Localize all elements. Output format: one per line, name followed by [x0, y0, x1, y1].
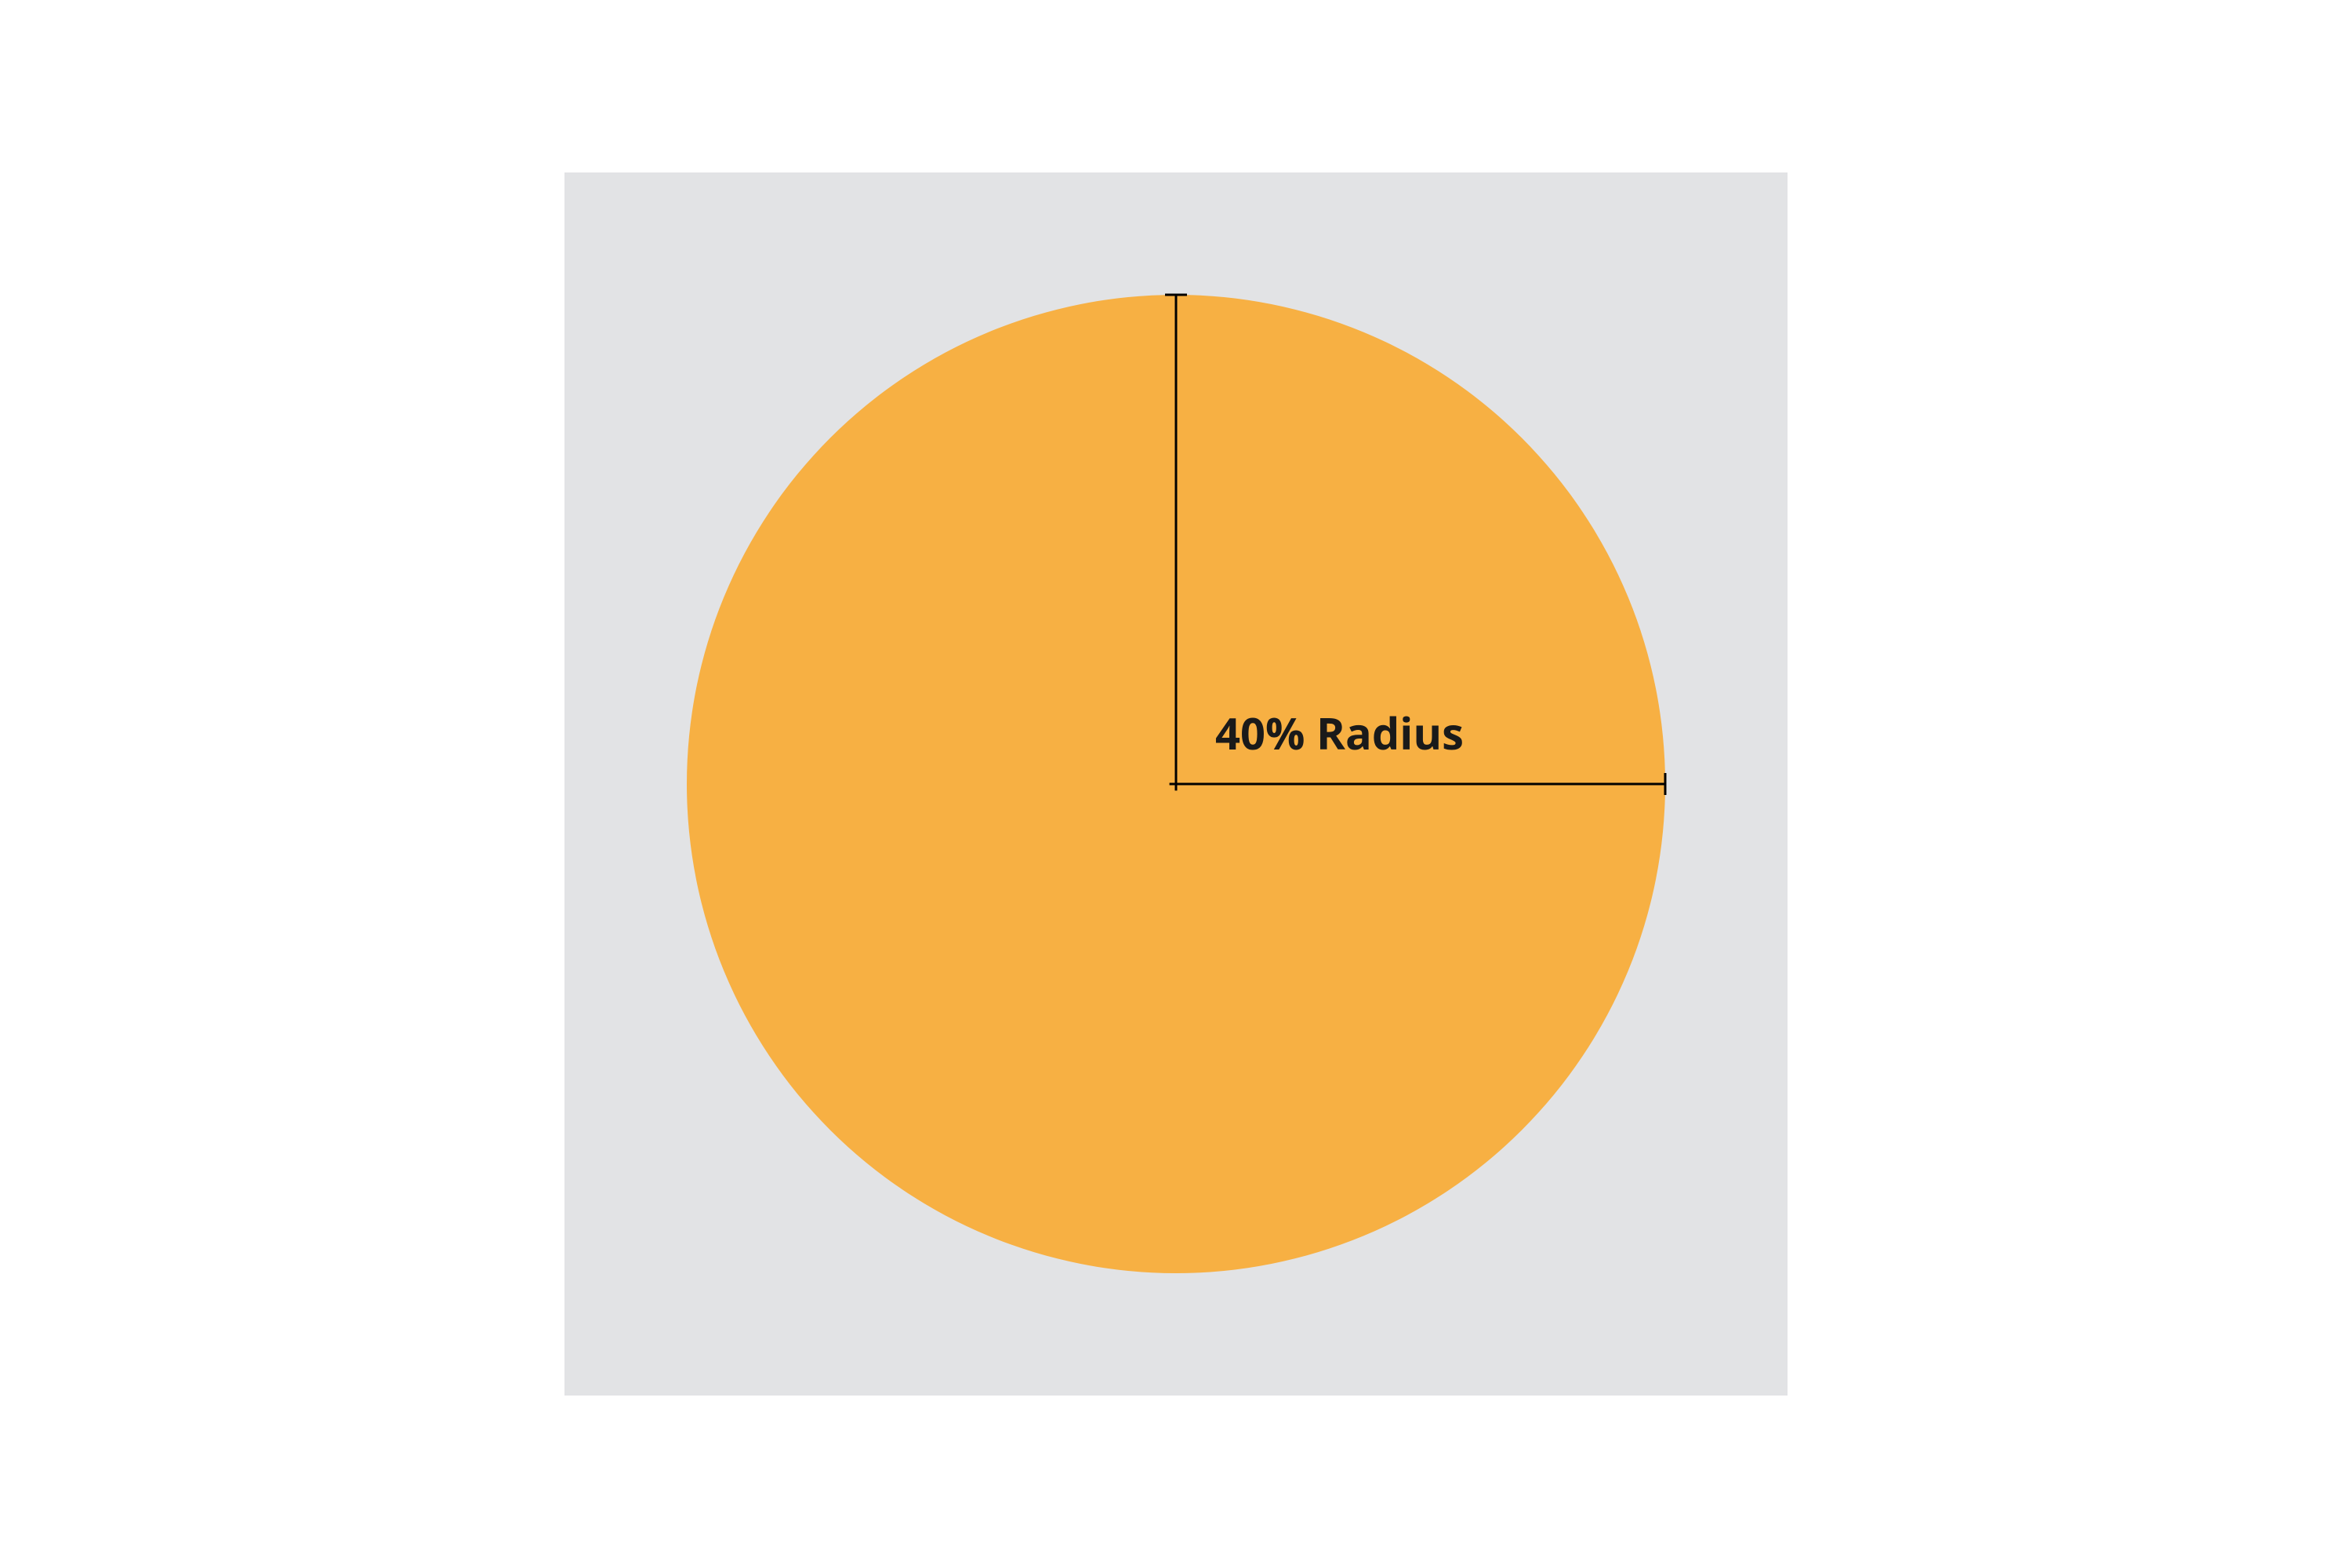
radius-diagram: 40% Radius	[564, 172, 1788, 1396]
page: 40% Radius	[0, 0, 2352, 1568]
diagram-panel: 40% Radius	[564, 172, 1788, 1396]
radius-label: 40% Radius	[1215, 703, 1464, 763]
